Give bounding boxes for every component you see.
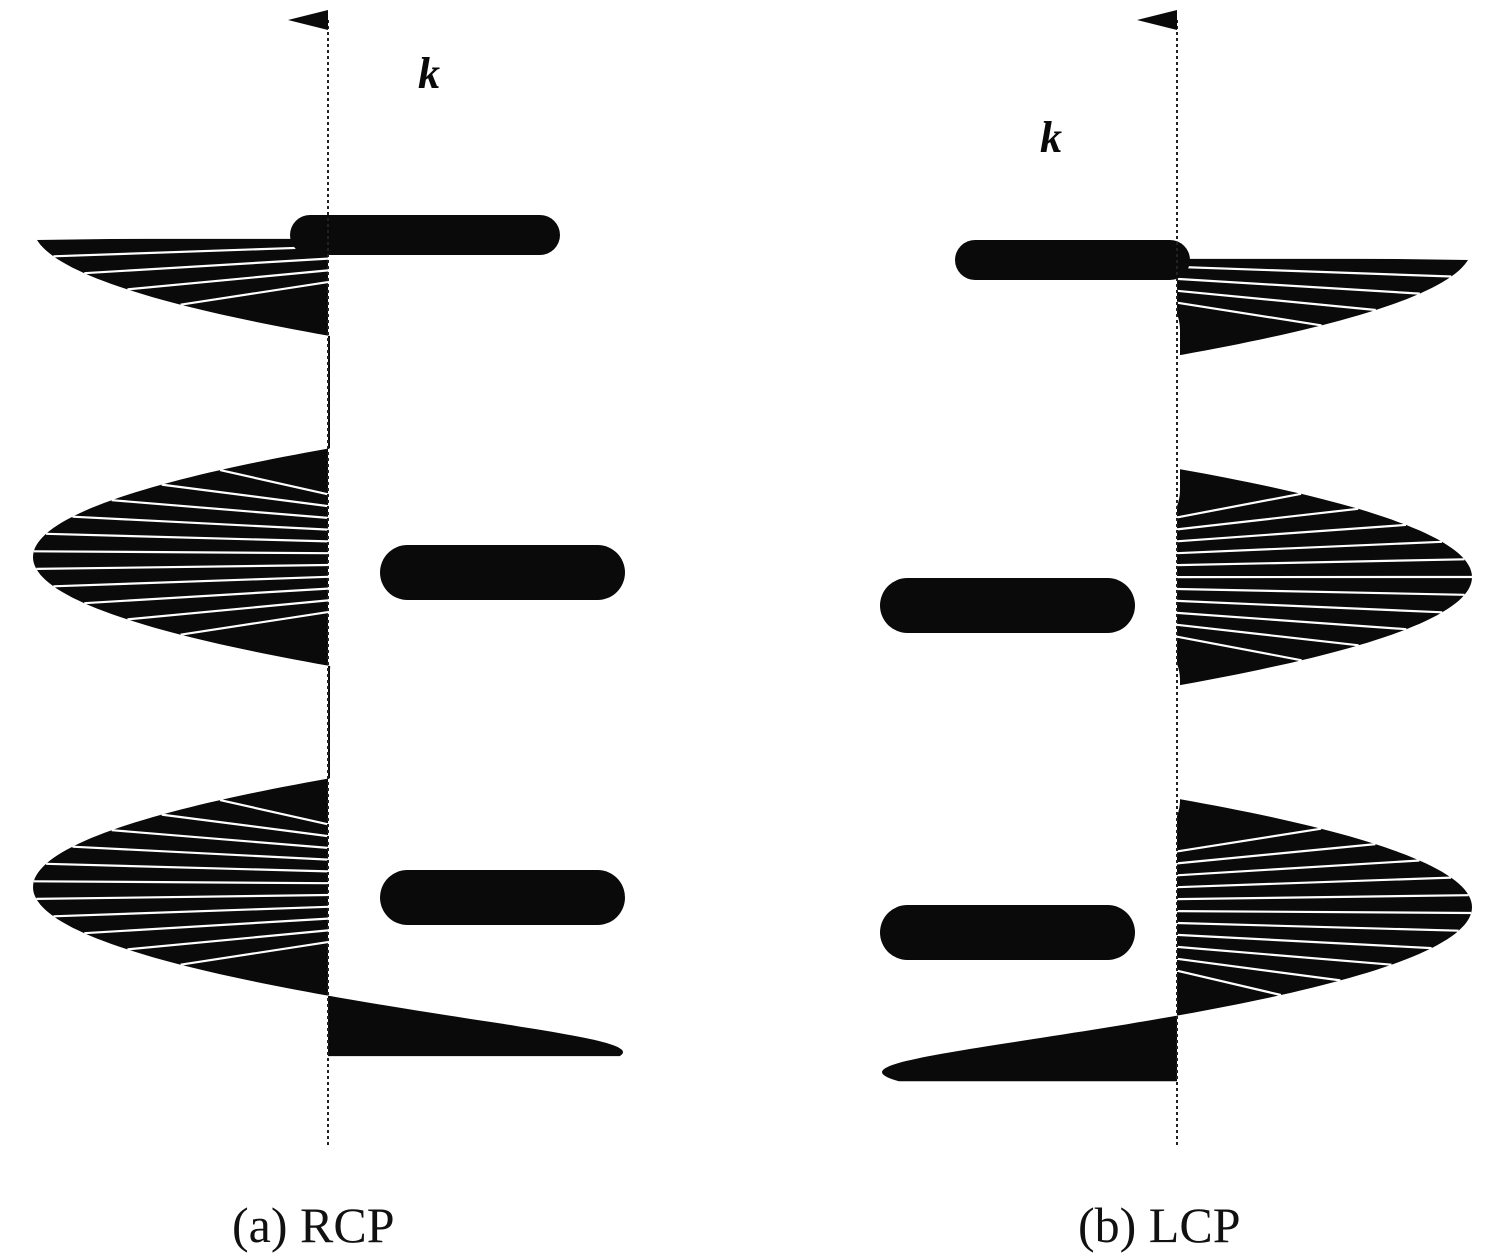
lcp-helix-opening — [880, 285, 1180, 535]
lcp-field-vector — [1177, 255, 1469, 259]
rcp-far-lobe — [380, 545, 625, 600]
rcp-helix — [33, 215, 635, 1056]
rcp-field-vector — [36, 235, 328, 239]
lcp-helix-opening — [880, 635, 1180, 845]
rcp-far-lobe — [380, 870, 625, 925]
panel-lcp: k — [880, 20, 1472, 1145]
rcp-k-label: k — [418, 49, 440, 98]
lcp-k-label: k — [1040, 113, 1062, 162]
rcp-helix-opening — [330, 290, 630, 540]
rcp-caption: (a) RCP — [232, 1196, 395, 1254]
panel-rcp: k — [33, 20, 635, 1145]
lcp-far-lobe — [880, 905, 1135, 960]
lcp-helix — [880, 240, 1472, 1081]
lcp-caption: (b) LCP — [1078, 1196, 1241, 1254]
rcp-far-lobe — [290, 215, 560, 255]
rcp-helix-opening — [330, 625, 635, 835]
lcp-far-lobe — [880, 578, 1135, 633]
lcp-far-lobe — [955, 240, 1190, 280]
